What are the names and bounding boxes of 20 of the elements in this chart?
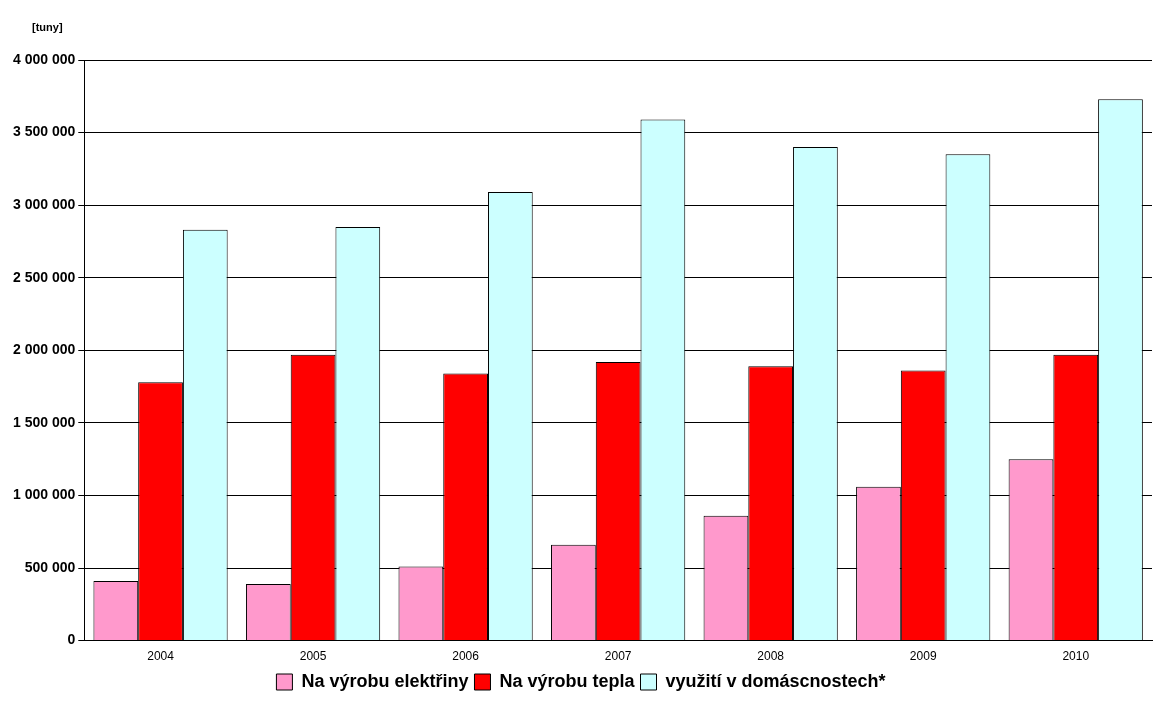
- legend-label: Na výrobu elektřiny: [301, 670, 469, 691]
- x-tick-label: 2009: [909, 649, 937, 664]
- y-tick-label: 1 500 000: [12, 413, 76, 430]
- x-tick-label: 2006: [452, 649, 480, 664]
- legend-label: využití v domáscnostech*: [665, 670, 886, 691]
- x-tick-label: 2004: [147, 649, 175, 664]
- y-tick-label: 0: [67, 631, 76, 648]
- legend-label: Na výrobu tepla: [499, 670, 636, 691]
- y-tick-label: 2 500 000: [12, 268, 76, 285]
- y-tick-label: 1 000 000: [12, 486, 76, 503]
- y-axis-title: [tuny]: [32, 21, 63, 34]
- y-tick-label: 3 000 000: [12, 196, 76, 213]
- y-tick-label: 4 000 000: [12, 50, 76, 67]
- x-tick-label: 2010: [1062, 649, 1090, 664]
- x-tick-label: 2008: [757, 649, 785, 664]
- y-tick-label: 500 000: [24, 558, 76, 575]
- y-tick-label: 3 500 000: [12, 123, 76, 140]
- x-tick-label: 2005: [299, 649, 327, 664]
- y-tick-label: 2 000 000: [12, 341, 76, 358]
- x-tick-label: 2007: [604, 649, 632, 664]
